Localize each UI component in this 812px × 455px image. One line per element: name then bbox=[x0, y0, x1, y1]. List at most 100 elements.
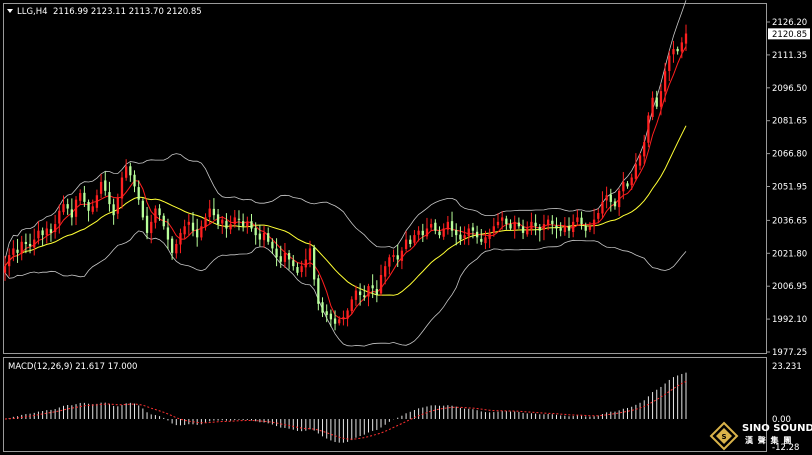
candle bbox=[501, 211, 504, 230]
candle bbox=[120, 171, 124, 209]
candle bbox=[400, 247, 404, 270]
lower-band bbox=[4, 230, 687, 347]
candle bbox=[12, 240, 15, 262]
candle bbox=[191, 212, 195, 237]
current-price-marker: 2120.85 bbox=[768, 28, 810, 40]
current-price-label: 2120.85 bbox=[772, 30, 807, 40]
candle bbox=[613, 198, 617, 210]
candle bbox=[413, 230, 416, 246]
candle bbox=[258, 224, 262, 247]
candle bbox=[668, 50, 671, 82]
candle bbox=[563, 217, 566, 236]
candle bbox=[95, 189, 99, 212]
candle bbox=[672, 40, 675, 63]
candle bbox=[175, 239, 178, 259]
price-tick-label: 2081.65 bbox=[772, 117, 807, 127]
candle bbox=[459, 226, 462, 245]
candle bbox=[680, 37, 683, 59]
candle bbox=[551, 215, 554, 235]
candle bbox=[108, 181, 111, 212]
candle bbox=[542, 214, 546, 241]
candle bbox=[267, 227, 270, 245]
candle bbox=[358, 283, 362, 306]
candle bbox=[425, 217, 429, 240]
candle bbox=[179, 228, 182, 254]
dropdown-triangle-icon[interactable] bbox=[7, 9, 13, 13]
price-tick-label: 2096.50 bbox=[772, 84, 807, 94]
macd-tick-label: -12.28 bbox=[772, 443, 799, 453]
candle bbox=[567, 217, 571, 238]
macd-tick-label: 0.00 bbox=[772, 415, 791, 425]
candle bbox=[446, 215, 450, 235]
candle bbox=[308, 240, 312, 268]
candle bbox=[626, 181, 629, 189]
candle bbox=[555, 217, 558, 239]
candle bbox=[471, 222, 475, 239]
candle bbox=[3, 255, 7, 281]
candle bbox=[647, 112, 650, 148]
candle bbox=[384, 261, 387, 285]
candle bbox=[354, 285, 358, 306]
candle bbox=[534, 214, 537, 236]
candle bbox=[379, 264, 383, 296]
candle bbox=[296, 262, 299, 276]
symbol-header: LLG,H4 2116.99 2123.11 2113.70 2120.85 bbox=[7, 7, 202, 17]
candle bbox=[409, 235, 412, 248]
candle bbox=[37, 221, 40, 245]
candle bbox=[20, 235, 23, 261]
candle bbox=[262, 226, 266, 248]
candle bbox=[659, 83, 663, 116]
candle bbox=[145, 207, 149, 240]
candle bbox=[141, 198, 145, 221]
candle bbox=[463, 226, 466, 245]
candle bbox=[183, 219, 186, 239]
candle bbox=[455, 223, 458, 246]
candle bbox=[208, 199, 211, 225]
candle bbox=[287, 250, 291, 270]
candle bbox=[158, 204, 161, 221]
macd-histogram bbox=[8, 372, 687, 443]
candle bbox=[279, 245, 282, 268]
candle bbox=[137, 180, 140, 205]
candle bbox=[580, 211, 583, 230]
candle bbox=[388, 254, 391, 275]
candle bbox=[392, 249, 395, 262]
candle bbox=[58, 204, 61, 234]
candle bbox=[492, 217, 495, 237]
candle bbox=[216, 208, 220, 230]
candle bbox=[116, 193, 119, 219]
candle bbox=[676, 46, 679, 55]
candle bbox=[505, 215, 508, 230]
symbol-label: LLG,H4 bbox=[17, 7, 48, 17]
price-tick-label: 2111.35 bbox=[772, 51, 807, 61]
price-tick-label: 1992.10 bbox=[772, 315, 807, 325]
candle bbox=[521, 219, 525, 240]
candlesticks bbox=[3, 24, 688, 331]
price-tick-label: 2126.20 bbox=[772, 18, 807, 28]
candle bbox=[484, 230, 487, 250]
candle bbox=[375, 280, 378, 303]
price-tick-label: 2066.80 bbox=[772, 150, 807, 160]
candle bbox=[300, 260, 303, 278]
candle bbox=[630, 173, 633, 190]
candle bbox=[338, 316, 341, 326]
candle bbox=[41, 227, 44, 246]
price-tick-label: 2006.95 bbox=[772, 282, 807, 292]
candle bbox=[283, 242, 287, 269]
candle bbox=[8, 248, 11, 277]
candle bbox=[421, 223, 424, 243]
candle bbox=[250, 213, 253, 232]
candle bbox=[618, 188, 621, 216]
candle bbox=[417, 226, 420, 242]
candle bbox=[49, 223, 53, 242]
candle bbox=[162, 213, 165, 230]
candle bbox=[200, 220, 203, 241]
candle bbox=[559, 222, 562, 237]
price-tick-label: 2036.65 bbox=[772, 216, 807, 226]
candle bbox=[91, 199, 94, 215]
candle bbox=[480, 228, 483, 245]
candle bbox=[517, 217, 521, 229]
logo-line1: SINO SOUND bbox=[742, 423, 812, 434]
macd-signal-line bbox=[4, 380, 687, 440]
